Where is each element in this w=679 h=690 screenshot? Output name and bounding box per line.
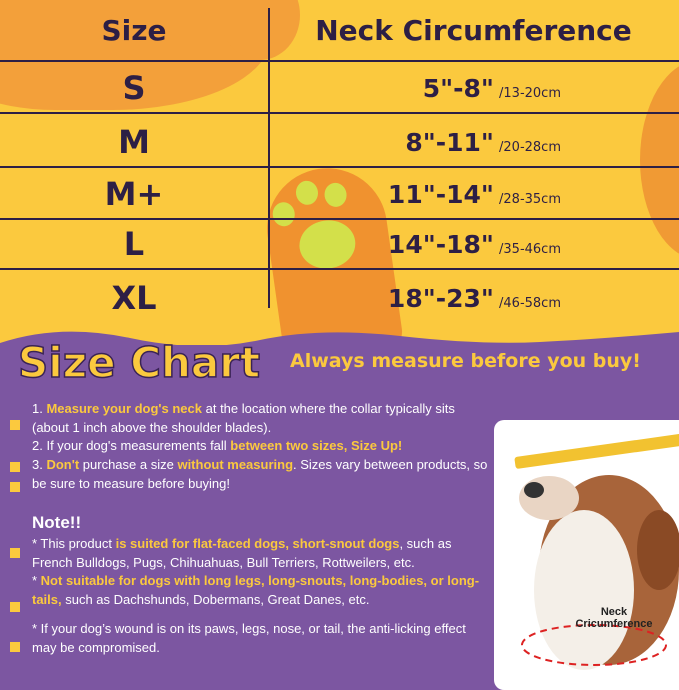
dog-photo: Neck Cricumference [494, 420, 679, 690]
notes-item: * This product is suited for flat-faced … [32, 535, 492, 572]
text-segment: Measure your dog's neck [46, 401, 202, 416]
neck-label: Neck Cricumference [575, 606, 653, 630]
table-row: M 8"-11" /20-28cm [0, 118, 679, 168]
text-segment: 2. If your dog's measurements fall [32, 438, 231, 453]
range-inches: 11"-14" [387, 179, 494, 209]
text-segment: between two sizes, Size Up! [230, 438, 403, 453]
notes-item: * Not suitable for dogs with long legs, … [32, 572, 492, 609]
size-table: Size Neck Circumference S 5"-8" /13-20cm M… [0, 0, 679, 345]
table-row: M+ 11"-14" /28-35cm [0, 170, 679, 220]
range-cm: /28-35cm [499, 191, 561, 207]
size-label: S [122, 69, 146, 107]
range-inches: 18"-23" [387, 283, 494, 313]
neck-range: 8"-11" /20-28cm [268, 128, 679, 157]
text-segment: 1. [32, 401, 47, 416]
table-row: L 14"-18" /35-46cm [0, 220, 679, 270]
header-neck: Neck Circumference [315, 13, 632, 47]
subtitle: Always measure before you buy! [290, 350, 641, 372]
text-segment: Not suitable for dogs with long legs, lo… [32, 573, 480, 607]
instructions-item: 2. If your dog's measurements fall betwe… [32, 437, 492, 456]
neck-range: 14"-18" /35-46cm [268, 230, 679, 259]
text-segment: * [32, 573, 41, 588]
text-segment: * This product [32, 536, 116, 551]
neck-range: 5"-8" /13-20cm [268, 74, 679, 103]
neck-range: 18"-23" /46-58cm [268, 284, 679, 313]
range-inches: 5"-8" [422, 73, 494, 103]
text-segment: is suited for flat-faced dogs, short-sno… [115, 536, 400, 551]
table-header: Size Neck Circumference [0, 0, 679, 62]
range-inches: 14"-18" [387, 229, 494, 259]
bullet-icon [10, 462, 20, 472]
range-cm: /35-46cm [499, 241, 561, 257]
title: Size Chart [17, 337, 261, 388]
note-title: Note!! [32, 513, 82, 532]
bullet-icon [10, 482, 20, 492]
bullet-icon [10, 548, 20, 558]
dog-illustration [514, 433, 679, 670]
notes-item: * If your dog’s wound is on its paws, le… [32, 620, 492, 657]
table-row: XL 18"-23" /46-58cm [0, 270, 679, 326]
text-segment: at the location where the collar typical… [32, 401, 455, 435]
size-label: XL [111, 279, 157, 317]
text-segment: * If your dog’s wound is on its paws, le… [32, 621, 466, 655]
size-label: M+ [104, 175, 164, 213]
text-segment: purchase a size [79, 457, 178, 472]
bullet-icon [10, 602, 20, 612]
text-segment: , such as French Bulldogs, Pugs, Chihuah… [32, 536, 452, 570]
wave-divider [0, 331, 679, 345]
range-cm: /20-28cm [499, 139, 561, 155]
column-divider [268, 8, 270, 308]
range-cm: /46-58cm [499, 295, 561, 311]
range-inches: 8"-11" [405, 127, 494, 157]
text-segment: such as Dachshunds, Dobermans, Great Dan… [61, 591, 370, 607]
header-size: Size [101, 13, 167, 47]
instructions-item: 3. Don't purchase a size without measuri… [32, 456, 492, 493]
text-segment: . Sizes vary between products, so be sur… [32, 457, 488, 491]
range-cm: /13-20cm [499, 85, 561, 101]
table-row: S 5"-8" /13-20cm [0, 64, 679, 114]
instructions-item: 1. Measure your dog's neck at the locati… [32, 400, 492, 437]
neck-range: 11"-14" /28-35cm [268, 180, 679, 209]
text-segment: without measuring [177, 457, 294, 472]
text-segment: Don't [46, 457, 80, 472]
bullet-icon [10, 420, 20, 430]
text-segment: 3. [32, 457, 47, 472]
bullet-icon [10, 642, 20, 652]
size-label: M [118, 123, 150, 161]
size-label: L [123, 225, 145, 263]
